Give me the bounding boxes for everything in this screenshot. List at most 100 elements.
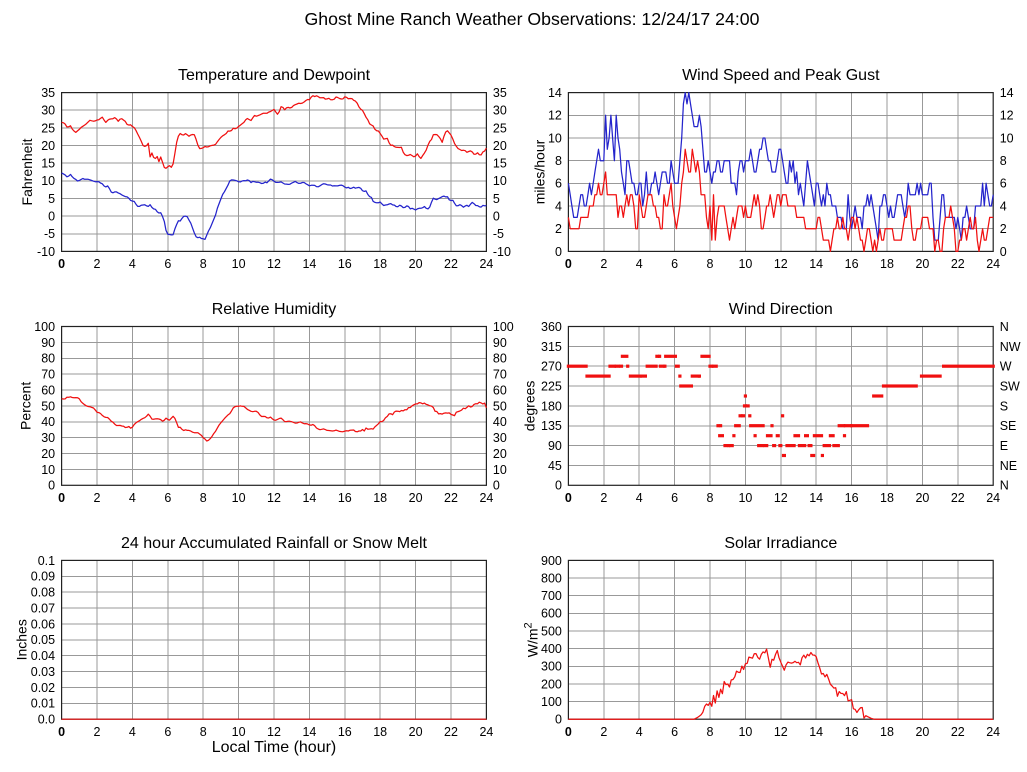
svg-text:10: 10 [493, 463, 507, 477]
svg-text:20: 20 [409, 257, 423, 271]
svg-text:10: 10 [493, 174, 507, 188]
svg-text:180: 180 [541, 399, 562, 413]
svg-text:100: 100 [541, 695, 562, 709]
svg-text:16: 16 [338, 257, 352, 271]
svg-text:2: 2 [600, 725, 607, 739]
svg-text:0.07: 0.07 [31, 601, 55, 615]
svg-text:22: 22 [951, 491, 965, 505]
svg-text:14: 14 [1000, 86, 1014, 100]
svg-text:Local Time (hour): Local Time (hour) [212, 739, 337, 756]
svg-text:500: 500 [541, 624, 562, 638]
svg-text:W: W [1000, 360, 1012, 374]
svg-text:30: 30 [41, 104, 55, 118]
svg-text:12: 12 [267, 491, 281, 505]
svg-text:24: 24 [479, 725, 493, 739]
svg-text:4: 4 [1000, 199, 1007, 213]
svg-text:300: 300 [541, 660, 562, 674]
svg-text:24: 24 [986, 491, 1000, 505]
svg-text:0: 0 [1000, 245, 1007, 259]
svg-text:24: 24 [479, 257, 493, 271]
svg-text:10: 10 [232, 491, 246, 505]
svg-text:20: 20 [41, 139, 55, 153]
svg-text:20: 20 [915, 725, 929, 739]
svg-text:2: 2 [94, 257, 101, 271]
svg-text:24: 24 [986, 725, 1000, 739]
svg-text:90: 90 [41, 336, 55, 350]
svg-text:12: 12 [548, 109, 562, 123]
svg-text:2: 2 [1000, 222, 1007, 236]
svg-text:14: 14 [809, 725, 823, 739]
svg-text:-10: -10 [37, 245, 55, 259]
svg-text:4: 4 [636, 725, 643, 739]
svg-text:10: 10 [548, 131, 562, 145]
svg-text:20: 20 [493, 447, 507, 461]
svg-text:miles/hour: miles/hour [532, 139, 548, 204]
svg-text:6: 6 [1000, 177, 1007, 191]
svg-text:22: 22 [444, 491, 458, 505]
svg-text:30: 30 [41, 431, 55, 445]
svg-text:0.03: 0.03 [31, 665, 55, 679]
svg-text:0.05: 0.05 [31, 633, 55, 647]
svg-text:0: 0 [493, 210, 500, 224]
svg-text:22: 22 [951, 725, 965, 739]
svg-text:4: 4 [129, 257, 136, 271]
svg-text:30: 30 [493, 104, 507, 118]
svg-text:8: 8 [707, 725, 714, 739]
svg-text:20: 20 [409, 491, 423, 505]
svg-text:0: 0 [555, 713, 562, 727]
svg-text:70: 70 [41, 368, 55, 382]
svg-text:14: 14 [809, 491, 823, 505]
svg-text:360: 360 [541, 320, 562, 334]
svg-text:12: 12 [1000, 109, 1014, 123]
svg-text:18: 18 [880, 257, 894, 271]
svg-text:10: 10 [738, 725, 752, 739]
svg-text:NE: NE [1000, 459, 1017, 473]
svg-text:15: 15 [41, 157, 55, 171]
svg-text:Wind Speed and Peak Gust: Wind Speed and Peak Gust [682, 67, 880, 84]
svg-text:30: 30 [493, 431, 507, 445]
svg-text:0: 0 [565, 491, 572, 505]
svg-text:10: 10 [41, 174, 55, 188]
svg-text:18: 18 [373, 491, 387, 505]
svg-text:22: 22 [951, 257, 965, 271]
svg-text:6: 6 [671, 257, 678, 271]
svg-text:600: 600 [541, 607, 562, 621]
svg-text:20: 20 [409, 725, 423, 739]
svg-text:8: 8 [200, 257, 207, 271]
svg-text:18: 18 [373, 725, 387, 739]
svg-text:N: N [1000, 320, 1009, 334]
svg-text:0: 0 [58, 491, 65, 505]
svg-text:0: 0 [555, 479, 562, 493]
svg-text:60: 60 [41, 383, 55, 397]
svg-text:18: 18 [880, 725, 894, 739]
svg-text:10: 10 [738, 491, 752, 505]
svg-text:0: 0 [48, 479, 55, 493]
svg-text:24: 24 [986, 257, 1000, 271]
svg-text:35: 35 [493, 86, 507, 100]
svg-text:0.06: 0.06 [31, 617, 55, 631]
svg-text:0: 0 [555, 245, 562, 259]
svg-text:12: 12 [267, 257, 281, 271]
svg-text:12: 12 [267, 725, 281, 739]
svg-text:0: 0 [48, 210, 55, 224]
svg-text:12: 12 [774, 257, 788, 271]
svg-text:5: 5 [493, 192, 500, 206]
svg-text:degrees: degrees [521, 381, 537, 432]
svg-text:16: 16 [338, 491, 352, 505]
svg-text:225: 225 [541, 379, 562, 393]
svg-text:135: 135 [541, 419, 562, 433]
svg-text:6: 6 [555, 177, 562, 191]
svg-text:0.04: 0.04 [31, 649, 55, 663]
svg-text:Solar Irradiance: Solar Irradiance [724, 535, 837, 552]
svg-text:-5: -5 [44, 227, 55, 241]
svg-text:15: 15 [493, 157, 507, 171]
svg-text:60: 60 [493, 383, 507, 397]
svg-text:2: 2 [600, 491, 607, 505]
svg-text:22: 22 [444, 257, 458, 271]
svg-text:0: 0 [493, 479, 500, 493]
svg-text:50: 50 [41, 399, 55, 413]
svg-text:6: 6 [164, 257, 171, 271]
svg-text:W/m2: W/m2 [523, 622, 541, 657]
svg-text:8: 8 [200, 491, 207, 505]
svg-text:80: 80 [41, 352, 55, 366]
